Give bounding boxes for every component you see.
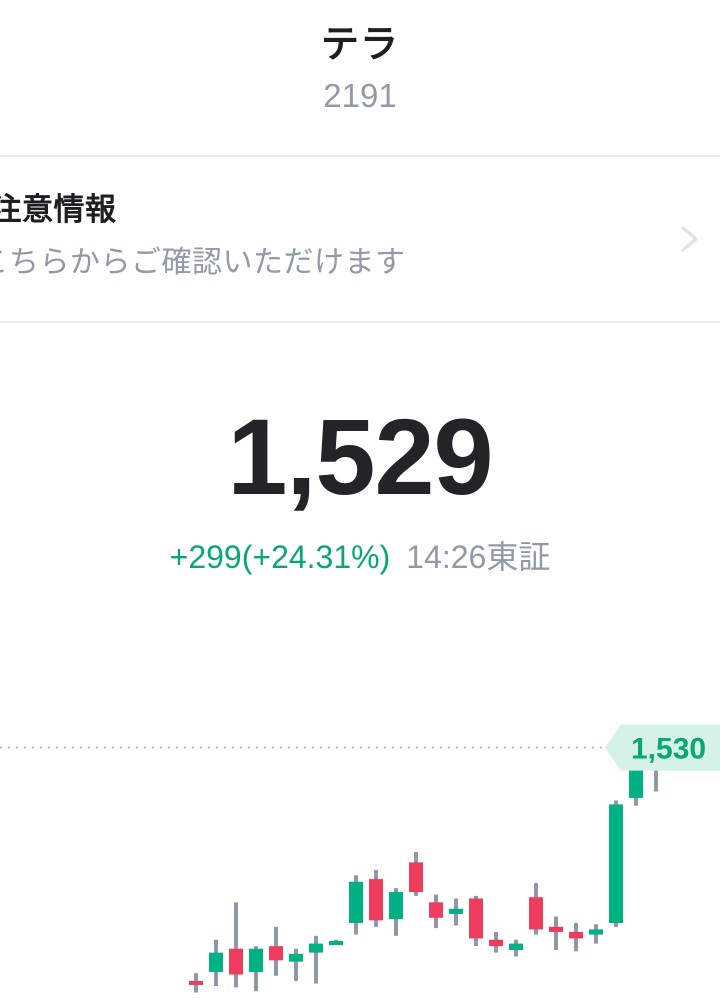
candlestick-chart[interactable]: 1,530 — [0, 660, 720, 999]
chevron-right-icon — [681, 226, 698, 252]
candle-body — [469, 898, 483, 939]
candle-body — [269, 946, 283, 961]
candle — [369, 870, 383, 927]
candle-body — [329, 941, 343, 945]
candle — [389, 888, 403, 936]
candle — [609, 800, 623, 927]
candle — [309, 935, 323, 984]
candle — [289, 948, 303, 981]
candle-body — [389, 892, 403, 920]
regulation-notice-text: 制・注意情報 はこちらからご確認いただけます — [0, 189, 648, 283]
candle-body — [509, 943, 523, 951]
candle — [269, 926, 283, 976]
current-price-badge: 1,530 — [605, 724, 720, 771]
candle — [189, 973, 203, 993]
regulation-notice-row[interactable]: 制・注意情報 はこちらからご確認いただけます — [0, 157, 720, 321]
candle-body — [589, 929, 603, 935]
header-divider — [0, 155, 720, 157]
candle-body — [309, 943, 323, 953]
candle — [349, 875, 363, 935]
candle — [329, 939, 343, 945]
price-change: +299(+24.31%) — [169, 539, 391, 575]
candle-body — [489, 939, 503, 947]
candle — [409, 852, 423, 896]
quote-timestamp-market: 14:26東証 — [406, 539, 551, 575]
candle-body — [609, 804, 623, 923]
regulation-notice-title: 制・注意情報 — [0, 192, 117, 227]
candle-series — [189, 746, 683, 993]
candle — [569, 922, 583, 952]
quote-block: 1,529 +299(+24.31%) 14:26東証 — [0, 321, 720, 579]
candle-body — [569, 931, 583, 939]
security-code: 2191 — [323, 76, 397, 114]
candle-body — [209, 952, 223, 972]
chart-canvas[interactable]: 1,530 — [0, 660, 720, 999]
notice-divider — [0, 321, 720, 323]
price-badge-label: 1,530 — [631, 733, 706, 766]
candle-body — [369, 879, 383, 921]
price-change-line: +299(+24.31%) 14:26東証 — [0, 511, 720, 579]
regulation-notice-subtitle: はこちらからご確認いただけます — [0, 245, 406, 279]
candle — [489, 931, 503, 953]
candle — [589, 924, 603, 944]
candle — [229, 902, 243, 988]
candle — [449, 898, 463, 926]
candle-body — [229, 948, 243, 975]
candle-body — [409, 862, 423, 893]
security-header: テラ 2191 — [0, 0, 720, 155]
candle-body — [289, 953, 303, 962]
candle — [549, 916, 563, 951]
candle — [469, 895, 483, 947]
candle — [509, 939, 523, 957]
candle — [429, 894, 443, 929]
candle — [529, 883, 543, 935]
candle-body — [549, 926, 563, 932]
price-badge-shape — [605, 724, 720, 771]
candle-body — [529, 897, 543, 930]
candle-body — [189, 980, 203, 985]
candle-body — [429, 902, 443, 918]
candle-body — [449, 908, 463, 914]
candle-body — [629, 767, 643, 798]
security-name: テラ — [320, 24, 399, 66]
candle-body — [349, 881, 363, 923]
current-price: 1,529 — [227, 396, 493, 517]
candle-body — [249, 948, 263, 972]
candle — [209, 939, 223, 987]
candle — [249, 946, 263, 992]
